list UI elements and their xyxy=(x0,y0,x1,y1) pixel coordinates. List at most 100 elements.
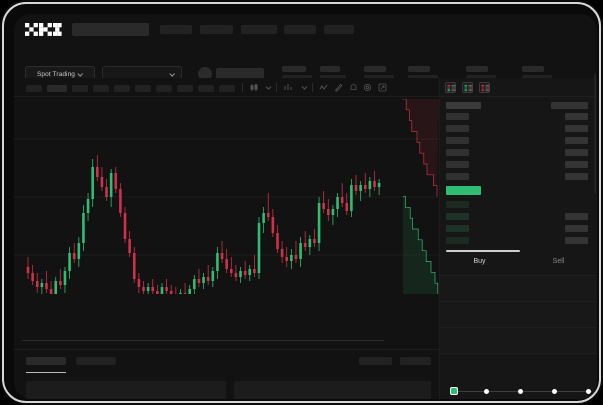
orderbook-bid-row-3-amount[interactable] xyxy=(565,225,588,232)
coin-avatar xyxy=(198,67,212,81)
timeframe-button-7[interactable] xyxy=(156,85,172,92)
timeframe-button-6[interactable] xyxy=(135,85,151,92)
drawing-tools-icon[interactable] xyxy=(334,83,343,92)
order-tab-sell[interactable]: Sell xyxy=(519,258,597,265)
header-nav-item-3[interactable] xyxy=(241,25,277,34)
stat-label xyxy=(408,66,430,72)
orderbook-scrollbar[interactable] xyxy=(446,250,520,252)
chevron-down-icon[interactable] xyxy=(264,83,273,92)
order-price-field[interactable] xyxy=(440,276,597,302)
orderbook-ask-row-6-price[interactable] xyxy=(446,173,469,180)
price-chart[interactable] xyxy=(14,97,439,294)
toolbar-divider xyxy=(312,83,313,92)
orderbook-ask-row-2-amount[interactable] xyxy=(565,125,588,132)
depth-chart-overlay xyxy=(399,99,439,294)
timeframe-button-2[interactable] xyxy=(47,85,67,92)
orderbook-bids-icon[interactable] xyxy=(462,82,473,93)
app-screen: Spot Trading xyxy=(14,14,597,399)
stat-label xyxy=(320,66,340,72)
orderbook-ask-row-5-amount[interactable] xyxy=(565,161,588,168)
slider-stop-75[interactable] xyxy=(552,388,557,394)
orderbook[interactable] xyxy=(440,97,597,251)
orderbook-both-icon[interactable] xyxy=(445,82,456,93)
orderbook-ask-row-1-price[interactable] xyxy=(446,113,469,120)
page-scrollbar[interactable] xyxy=(594,74,596,194)
orderbook-header-row-amount[interactable] xyxy=(551,102,588,109)
header-nav-item-5[interactable] xyxy=(324,25,354,34)
stat-value xyxy=(282,75,312,80)
stat-value xyxy=(466,75,496,80)
chevron-down-icon xyxy=(78,72,83,77)
header-nav-item-1[interactable] xyxy=(160,25,192,34)
stat-turnover-24h xyxy=(522,66,552,83)
orderbook-bid-row-4-price[interactable] xyxy=(446,237,469,244)
orderbook-ask-row-4-price[interactable] xyxy=(446,149,469,156)
orderbook-ask-row-3-price[interactable] xyxy=(446,137,469,144)
volume-series xyxy=(22,340,384,341)
timeframe-button-10[interactable] xyxy=(219,85,235,92)
slider-stop-100[interactable] xyxy=(586,388,591,394)
timeframe-button-9[interactable] xyxy=(198,85,214,92)
order-side-tabs: Buy Sell xyxy=(440,254,597,276)
stat-label xyxy=(522,66,544,72)
okx-logo[interactable] xyxy=(25,23,62,36)
stat-value xyxy=(364,75,394,80)
timeframe-button-5[interactable] xyxy=(114,85,130,92)
orderbook-ask-row-4-amount[interactable] xyxy=(565,149,588,156)
order-amount-slider[interactable] xyxy=(450,387,592,397)
toolbar-divider xyxy=(276,83,277,92)
orderbook-mode-toggles xyxy=(440,78,597,97)
stat-low-24h xyxy=(408,66,438,83)
timeframe-button-8[interactable] xyxy=(177,85,193,92)
fullscreen-icon[interactable] xyxy=(378,83,387,92)
chevron-down-icon[interactable] xyxy=(300,83,309,92)
header-nav-item-2[interactable] xyxy=(200,25,233,34)
timeframe-button-3[interactable] xyxy=(72,85,88,92)
bottom-tab-open-orders[interactable] xyxy=(26,357,66,365)
orderbook-bid-row-3-price[interactable] xyxy=(446,225,469,232)
bottom-action-1[interactable] xyxy=(359,357,392,365)
orderbook-ask-row-5-price[interactable] xyxy=(446,161,469,168)
header-nav-item-4[interactable] xyxy=(284,25,316,34)
candlestick-type-icon[interactable] xyxy=(250,83,259,92)
order-tab-sell-label: Sell xyxy=(552,258,565,265)
alert-icon[interactable] xyxy=(349,83,358,92)
line-chart-icon[interactable] xyxy=(319,83,328,92)
orderbook-ask-row-2-price[interactable] xyxy=(446,125,469,132)
orderbook-last-price[interactable] xyxy=(446,186,481,195)
order-tab-buy[interactable]: Buy xyxy=(440,258,519,265)
order-amount-field[interactable] xyxy=(440,302,597,328)
stat-value xyxy=(408,75,438,80)
search-input[interactable] xyxy=(72,23,149,36)
ticker-bar: Spot Trading xyxy=(14,44,597,83)
stat-change-24h xyxy=(320,66,346,83)
trading-pair-name xyxy=(216,68,264,80)
orderbook-asks-icon[interactable] xyxy=(479,82,490,93)
indicators-icon[interactable] xyxy=(284,83,293,92)
stat-label xyxy=(466,66,488,72)
orderbook-ask-row-1-amount[interactable] xyxy=(565,113,588,120)
orderbook-ask-row-3-amount[interactable] xyxy=(565,137,588,144)
slider-handle[interactable] xyxy=(450,387,458,395)
bottom-action-2[interactable] xyxy=(400,357,431,365)
orderbook-bid-row-2-amount[interactable] xyxy=(565,213,588,220)
bottom-tab-order-history[interactable] xyxy=(76,357,116,365)
order-total-field[interactable] xyxy=(440,328,597,354)
order-form-fields xyxy=(440,276,597,385)
timeframe-button-4[interactable] xyxy=(93,85,109,92)
toolbar-divider xyxy=(242,83,243,92)
orderbook-bid-row-1-price[interactable] xyxy=(446,201,469,208)
settings-icon[interactable] xyxy=(363,83,372,92)
stat-volume-24h xyxy=(466,66,496,83)
slider-stop-50[interactable] xyxy=(518,388,523,394)
orderbook-header-row-price[interactable] xyxy=(446,102,481,109)
orderbook-bid-row-2-price[interactable] xyxy=(446,213,469,220)
orderbook-ask-row-6-amount[interactable] xyxy=(565,173,588,180)
timeframe-button-1[interactable] xyxy=(26,85,42,92)
orderbook-bid-row-4-amount[interactable] xyxy=(565,237,588,244)
volume-chart xyxy=(14,294,439,349)
orders-panel xyxy=(14,349,439,399)
stat-label xyxy=(364,66,386,72)
slider-stop-25[interactable] xyxy=(484,388,489,394)
